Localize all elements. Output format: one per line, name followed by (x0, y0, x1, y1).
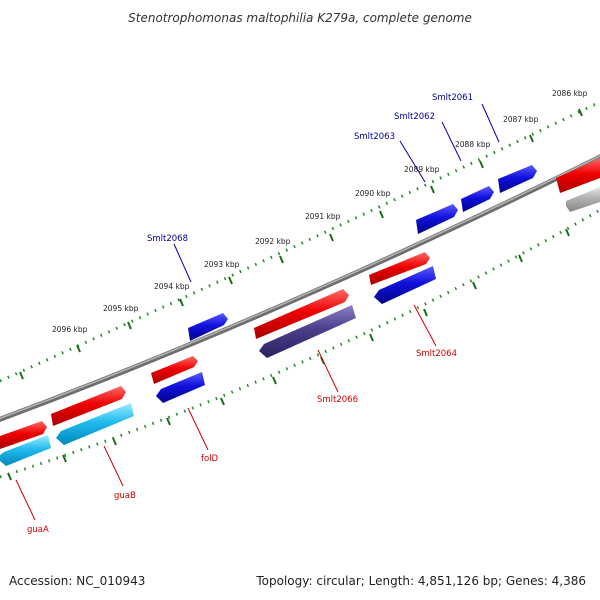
map-title: Stenotrophomonas maltophilia K279a, comp… (128, 11, 472, 25)
feature-red-fold[interactable] (151, 356, 198, 384)
outer-major-ticks (19, 108, 583, 380)
tick-label-2094: 2094 kbp (154, 282, 190, 291)
feature-red-smlt2066[interactable] (254, 289, 349, 339)
feature-purple-smlt2066[interactable] (259, 305, 356, 358)
outer-tick-ring (0, 100, 600, 383)
feature-grey-edge[interactable] (566, 187, 600, 212)
tick-label-2091: 2091 kbp (305, 212, 341, 221)
tick-label-2090: 2090 kbp (355, 189, 391, 198)
outer-blue-features (188, 165, 537, 341)
forward-strand-features (0, 158, 600, 449)
tick-label-2093: 2093 kbp (204, 260, 240, 269)
label-leaders (15, 103, 500, 521)
gene-label-smlt2064: Smlt2064 (416, 349, 457, 359)
genome-backbone (0, 154, 600, 422)
gene-label-smlt2061: Smlt2061 (432, 93, 473, 103)
inner-major-ticks (7, 228, 570, 481)
feature-red-edge[interactable] (556, 158, 600, 193)
feature-cyan-guab[interactable] (56, 403, 134, 445)
feature-blue-smlt2061[interactable] (498, 165, 537, 193)
tick-label-2089: 2089 kbp (404, 165, 440, 174)
tick-label-2095: 2095 kbp (103, 304, 139, 313)
feature-blue-fold[interactable] (156, 372, 205, 403)
gene-label-fold: folD (201, 454, 219, 464)
feature-blue-smlt2063[interactable] (416, 204, 458, 234)
gene-label-smlt2063: Smlt2063 (354, 132, 395, 142)
feature-red-guaa[interactable] (0, 421, 47, 449)
feature-cyan-guaa[interactable] (0, 435, 51, 466)
reverse-strand-features (0, 187, 600, 466)
tick-label-2096: 2096 kbp (52, 325, 88, 334)
feature-blue-smlt2064[interactable] (374, 266, 436, 304)
tick-label-2088: 2088 kbp (455, 140, 491, 149)
feature-blue-smlt2068[interactable] (188, 313, 228, 341)
gene-label-smlt2062: Smlt2062 (394, 112, 435, 122)
tick-label-2086: 2086 kbp (552, 89, 588, 98)
topology-text: Topology: circular; Length: 4,851,126 bp… (256, 574, 586, 588)
inner-tick-ring (0, 208, 600, 479)
genome-backbone-highlight (0, 155, 600, 420)
gene-label-guaa: guaA (27, 525, 49, 535)
tick-label-2092: 2092 kbp (255, 237, 291, 246)
feature-red-smlt2064[interactable] (369, 252, 430, 285)
gene-label-smlt2066: Smlt2066 (317, 395, 358, 405)
feature-blue-smlt2062[interactable] (461, 186, 494, 212)
tick-label-2087: 2087 kbp (503, 115, 539, 124)
feature-red-guab[interactable] (51, 386, 126, 426)
gene-label-smlt2068: Smlt2068 (147, 234, 188, 244)
accession-text: Accession: NC_010943 (9, 574, 146, 588)
gene-label-guab: guaB (114, 491, 136, 501)
